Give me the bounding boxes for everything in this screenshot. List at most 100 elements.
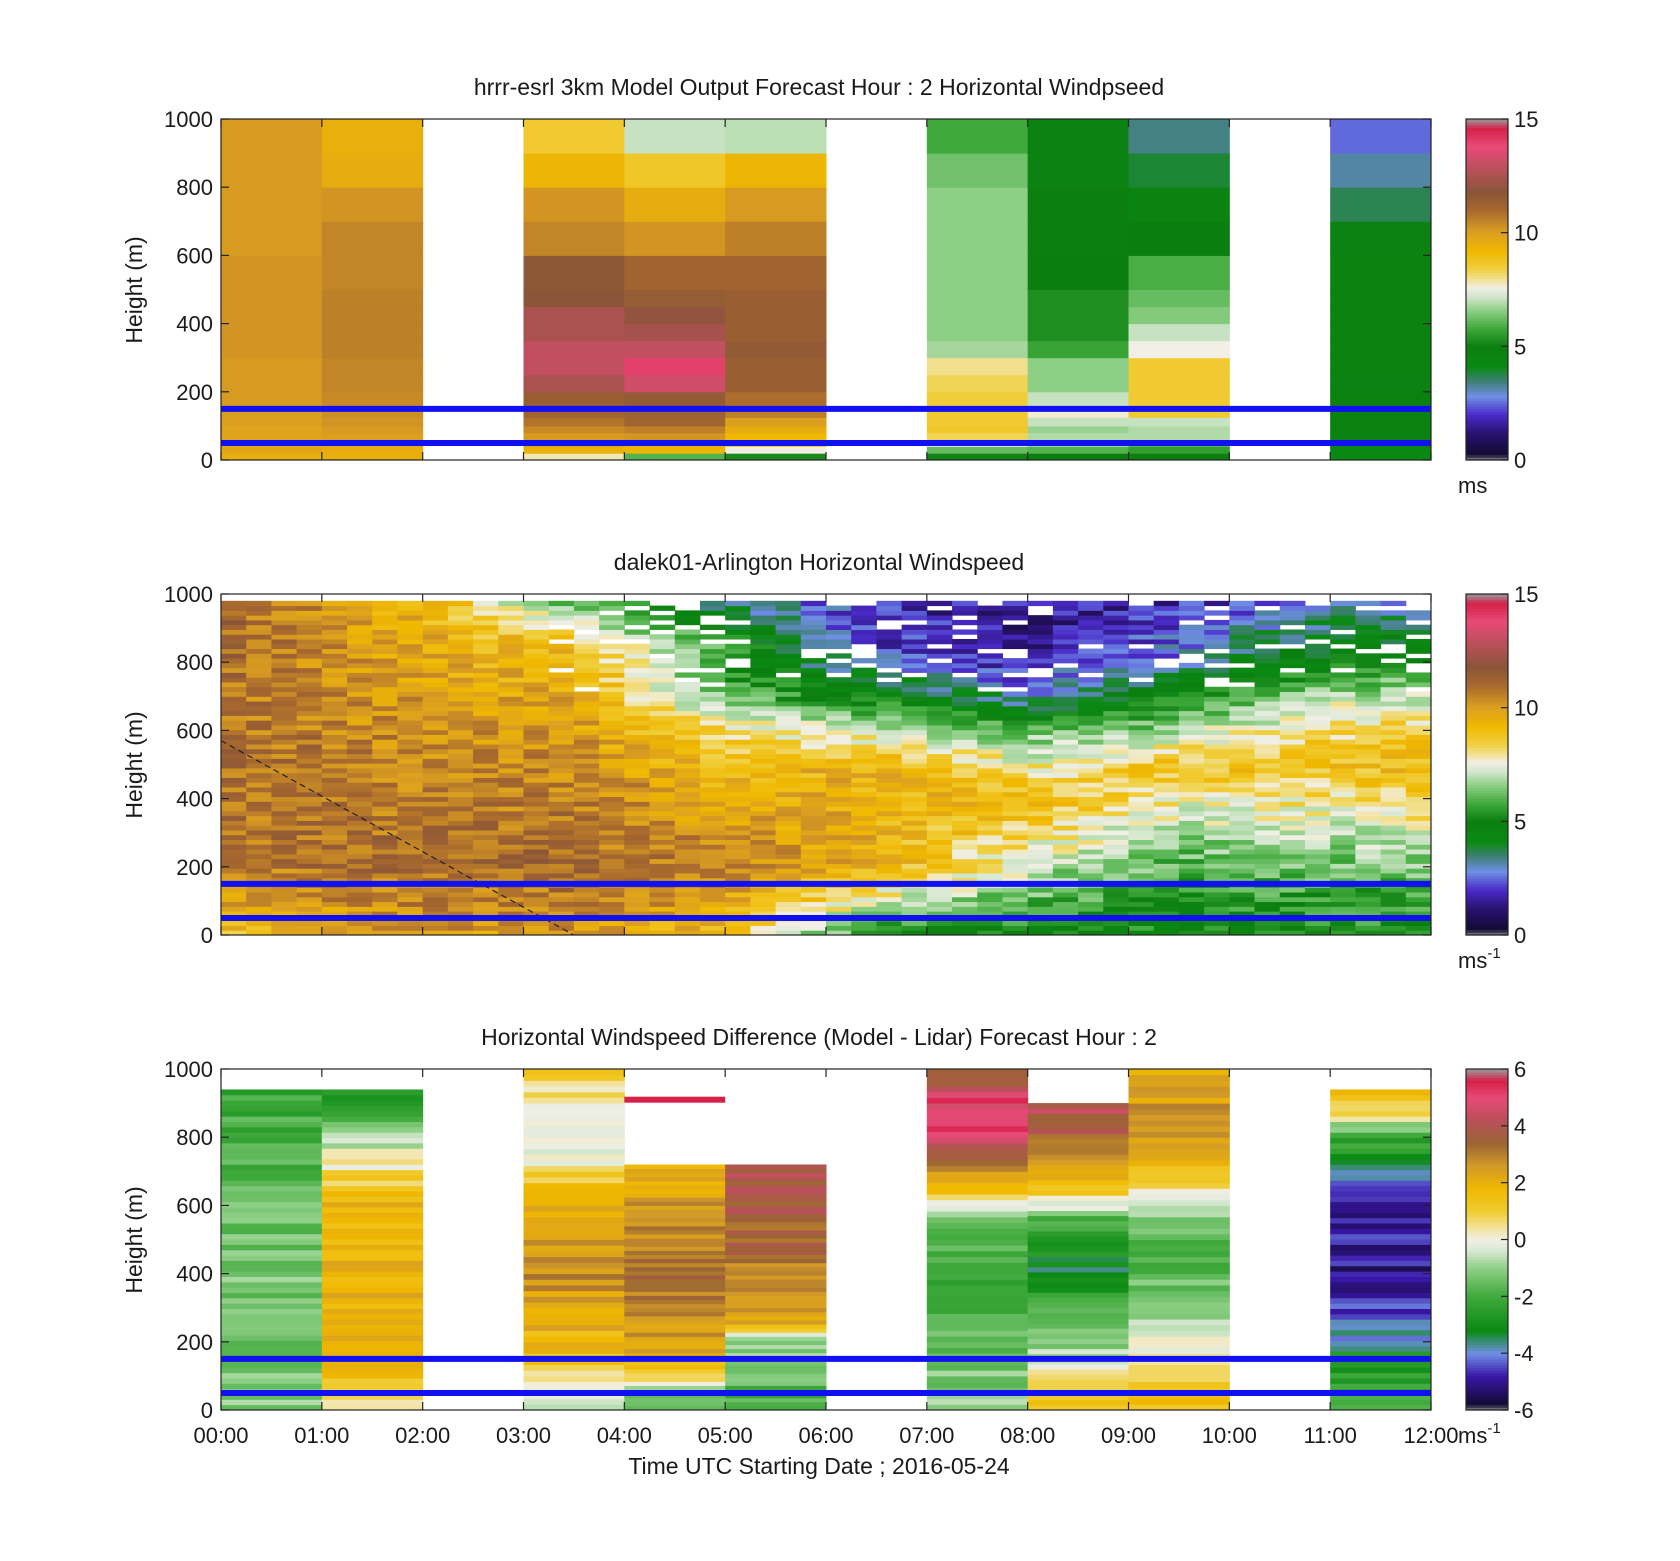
heatmap-cell bbox=[321, 1308, 424, 1315]
heatmap-cell bbox=[926, 221, 1029, 256]
heatmap-cell bbox=[221, 767, 247, 774]
heatmap-cell bbox=[926, 887, 953, 893]
heatmap-cell bbox=[221, 432, 323, 441]
heatmap-cell bbox=[1405, 729, 1432, 735]
heatmap-cell bbox=[725, 1369, 827, 1374]
heatmap-cell bbox=[599, 758, 625, 764]
heatmap-cell bbox=[1254, 686, 1281, 693]
heatmap-cell bbox=[876, 820, 903, 826]
heatmap-cell bbox=[1078, 739, 1104, 745]
heatmap-cell bbox=[952, 796, 978, 802]
heatmap-cell bbox=[372, 810, 398, 817]
heatmap-cell bbox=[674, 729, 701, 735]
heatmap-cell bbox=[422, 705, 449, 712]
heatmap-cell bbox=[926, 844, 953, 850]
heatmap-cell bbox=[397, 686, 424, 693]
heatmap-cell bbox=[1027, 1215, 1129, 1222]
heatmap-cell bbox=[422, 710, 449, 716]
heatmap-cell bbox=[750, 791, 777, 798]
colorbar-tick-label: 5 bbox=[1514, 809, 1526, 834]
colorbar-swatch bbox=[1466, 815, 1508, 820]
heatmap-cell bbox=[1279, 648, 1306, 654]
heatmap-cell bbox=[221, 648, 247, 654]
heatmap-cell bbox=[573, 834, 600, 841]
heatmap-cell bbox=[725, 1238, 827, 1243]
heatmap-cell bbox=[1027, 734, 1054, 740]
heatmap-cell bbox=[347, 820, 373, 826]
heatmap-cell bbox=[246, 600, 272, 607]
heatmap-cell bbox=[1128, 639, 1155, 645]
heatmap-cell bbox=[321, 662, 348, 669]
heatmap-cell bbox=[321, 1233, 424, 1240]
heatmap-cell bbox=[725, 340, 827, 359]
panel-model-title: hrrr-esrl 3km Model Output Forecast Hour… bbox=[474, 74, 1164, 100]
heatmap-cell bbox=[599, 748, 625, 755]
heatmap-cell bbox=[523, 323, 625, 342]
heatmap-cell bbox=[246, 925, 272, 931]
heatmap-cell bbox=[1078, 787, 1104, 793]
heatmap-cell bbox=[296, 763, 323, 769]
heatmap-cell bbox=[1128, 1199, 1230, 1206]
heatmap-cell bbox=[1128, 667, 1155, 673]
heatmap-cell bbox=[573, 777, 600, 783]
heatmap-cell bbox=[473, 667, 499, 673]
y-tick-label: 800 bbox=[176, 175, 213, 200]
colorbar-swatch bbox=[1466, 1222, 1508, 1226]
heatmap-cell bbox=[397, 801, 424, 807]
heatmap-cell bbox=[548, 653, 575, 659]
heatmap-cell bbox=[473, 863, 499, 869]
heatmap-cell bbox=[1178, 868, 1205, 874]
heatmap-cell bbox=[826, 815, 852, 821]
heatmap-cell bbox=[1279, 658, 1306, 664]
heatmap-cell bbox=[397, 681, 424, 688]
heatmap-cell bbox=[876, 648, 903, 654]
heatmap-cell bbox=[1128, 1370, 1230, 1377]
heatmap-cell bbox=[876, 772, 903, 778]
heatmap-cell bbox=[1078, 863, 1104, 869]
heatmap-cell bbox=[523, 391, 625, 410]
heatmap-cell bbox=[1330, 340, 1432, 359]
heatmap-cell bbox=[473, 729, 499, 735]
heatmap-cell bbox=[296, 748, 323, 755]
heatmap-cell bbox=[372, 839, 398, 845]
heatmap-cell bbox=[800, 872, 827, 879]
y-tick-label: 0 bbox=[201, 448, 213, 473]
heatmap-cell bbox=[1405, 639, 1432, 645]
heatmap-cell bbox=[674, 872, 701, 879]
heatmap-cell bbox=[422, 758, 449, 764]
heatmap-cell bbox=[1229, 610, 1256, 616]
heatmap-cell bbox=[573, 715, 600, 721]
heatmap-cell bbox=[1330, 872, 1356, 879]
heatmap-cell bbox=[296, 911, 323, 917]
heatmap-cell bbox=[548, 748, 575, 755]
heatmap-cell bbox=[1052, 796, 1079, 802]
heatmap-cell bbox=[422, 772, 449, 778]
heatmap-cell bbox=[1128, 729, 1155, 735]
heatmap-cell bbox=[599, 920, 625, 926]
colorbar-swatch bbox=[1466, 1338, 1508, 1343]
heatmap-cell bbox=[1254, 701, 1281, 707]
heatmap-cell bbox=[1027, 1246, 1129, 1252]
heatmap-cell bbox=[221, 834, 247, 841]
heatmap-cell bbox=[649, 639, 676, 645]
colorbar-swatch bbox=[1466, 1117, 1508, 1121]
heatmap-cell bbox=[1153, 844, 1180, 850]
heatmap-cell bbox=[977, 710, 1003, 716]
heatmap-cell bbox=[447, 658, 474, 664]
heatmap-cell bbox=[397, 787, 424, 793]
heatmap-cell bbox=[977, 672, 1003, 678]
heatmap-cell bbox=[649, 925, 676, 931]
colorbar-unit-exponent: -1 bbox=[1487, 1420, 1500, 1437]
heatmap-cell bbox=[372, 600, 398, 607]
heatmap-cell bbox=[977, 758, 1003, 764]
heatmap-cell bbox=[498, 729, 524, 735]
heatmap-cell bbox=[1204, 610, 1230, 616]
heatmap-cell bbox=[447, 681, 474, 688]
heatmap-cell bbox=[321, 619, 348, 626]
heatmap-cell bbox=[573, 677, 600, 683]
heatmap-cell bbox=[321, 610, 348, 616]
colorbar-swatch bbox=[1466, 431, 1508, 436]
heatmap-cell bbox=[826, 892, 852, 898]
heatmap-cell bbox=[674, 610, 701, 616]
heatmap-cell bbox=[573, 791, 600, 798]
